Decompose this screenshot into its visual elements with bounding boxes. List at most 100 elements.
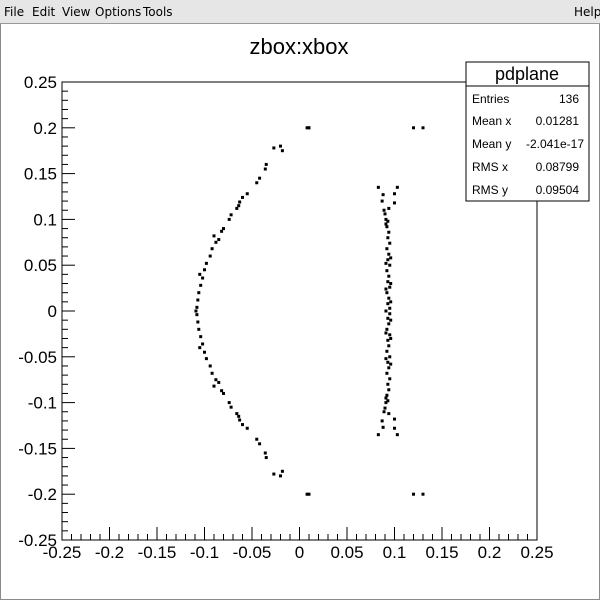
data-point bbox=[393, 201, 396, 205]
data-point bbox=[305, 126, 309, 130]
menu-file[interactable]: File bbox=[4, 5, 25, 19]
stats-value-rms-x: 0.08799 bbox=[536, 160, 580, 174]
axis-ticks: -0.25 -0.2 -0.15 -0.1 -0.05 0 0.05 0.1 0.15 0.2 0.… bbox=[18, 73, 553, 562]
data-point bbox=[388, 355, 392, 359]
data-point bbox=[388, 241, 392, 245]
y-tick-label: 0.25 bbox=[24, 73, 57, 92]
chart-title: zbox:xbox bbox=[249, 34, 348, 59]
data-point bbox=[389, 282, 393, 286]
data-point bbox=[384, 396, 388, 400]
data-point bbox=[212, 234, 216, 238]
data-point bbox=[245, 426, 249, 430]
data-point bbox=[395, 433, 399, 437]
stats-value-entries: 136 bbox=[559, 92, 579, 106]
data-point bbox=[412, 126, 415, 130]
data-point bbox=[235, 412, 239, 416]
data-point bbox=[388, 263, 392, 267]
data-point bbox=[386, 360, 390, 364]
data-point bbox=[280, 469, 284, 473]
data-point bbox=[384, 217, 388, 221]
stats-value-rms-y: 0.09504 bbox=[536, 183, 580, 197]
data-point bbox=[384, 401, 388, 405]
data-point bbox=[197, 327, 201, 331]
x-tick-label: 0 bbox=[295, 543, 304, 562]
data-point bbox=[384, 331, 388, 335]
data-point bbox=[201, 342, 205, 346]
menu-edit[interactable]: Edit bbox=[32, 5, 56, 19]
data-point bbox=[203, 350, 206, 354]
data-point bbox=[264, 456, 268, 460]
data-point bbox=[386, 236, 390, 240]
data-point bbox=[387, 322, 391, 326]
data-point bbox=[196, 320, 200, 324]
data-point bbox=[387, 296, 391, 300]
stats-box-title: pdplane bbox=[495, 64, 559, 84]
menu-tools[interactable]: Tools bbox=[143, 5, 173, 19]
y-tick-label: -0.1 bbox=[28, 394, 57, 413]
data-point bbox=[387, 252, 391, 256]
stats-label-mean-x: Mean x bbox=[472, 114, 511, 128]
data-point bbox=[204, 357, 208, 361]
y-tick-label: -0.2 bbox=[28, 485, 57, 504]
data-point bbox=[245, 192, 249, 196]
data-point bbox=[389, 256, 393, 260]
menu-view[interactable]: View bbox=[62, 5, 91, 19]
data-point bbox=[387, 206, 391, 210]
data-point bbox=[197, 291, 201, 295]
data-point bbox=[199, 283, 203, 287]
data-point bbox=[421, 126, 425, 130]
data-point bbox=[384, 309, 388, 313]
data-point bbox=[393, 192, 396, 196]
data-point bbox=[272, 146, 276, 150]
data-point bbox=[383, 212, 387, 216]
stats-value-mean-x: 0.01281 bbox=[536, 114, 580, 128]
data-point bbox=[198, 272, 202, 276]
y-tick-label: 0.1 bbox=[33, 210, 57, 229]
data-point bbox=[204, 261, 208, 265]
data-point bbox=[229, 213, 233, 217]
data-point bbox=[393, 426, 396, 430]
menu-options[interactable]: Options bbox=[95, 5, 142, 19]
data-point bbox=[395, 185, 399, 189]
data-point bbox=[217, 238, 221, 242]
stats-value-mean-y: -2.041e-17 bbox=[526, 137, 584, 151]
data-point bbox=[388, 312, 392, 316]
stats-label-entries: Entries bbox=[472, 92, 509, 106]
data-point bbox=[386, 302, 390, 306]
data-point bbox=[279, 144, 282, 148]
data-point bbox=[385, 269, 389, 273]
data-point bbox=[195, 305, 199, 309]
data-point bbox=[217, 380, 221, 384]
x-tick-label: -0.05 bbox=[233, 543, 272, 562]
x-tick-label: 0.1 bbox=[383, 543, 407, 562]
data-point bbox=[227, 217, 231, 221]
data-point bbox=[258, 442, 262, 446]
data-point bbox=[386, 382, 390, 386]
x-tick-label: 0.05 bbox=[330, 543, 363, 562]
data-point bbox=[376, 185, 380, 189]
data-point bbox=[386, 219, 390, 223]
x-tick-label: 0.2 bbox=[478, 543, 502, 562]
data-point bbox=[385, 349, 389, 353]
data-point bbox=[208, 254, 212, 258]
data-point bbox=[220, 229, 224, 233]
data-point bbox=[237, 204, 241, 208]
data-point bbox=[385, 247, 389, 251]
data-point bbox=[389, 336, 393, 340]
data-point bbox=[380, 199, 384, 203]
data-point bbox=[203, 268, 206, 272]
data-point bbox=[386, 399, 390, 403]
x-tick-label: -0.1 bbox=[190, 543, 219, 562]
data-point bbox=[387, 274, 391, 278]
menu-help[interactable]: Help bbox=[574, 5, 600, 19]
stats-box-frame bbox=[465, 61, 590, 202]
data-point bbox=[387, 230, 391, 234]
y-tick-label: -0.25 bbox=[18, 531, 57, 550]
data-point bbox=[229, 405, 233, 409]
y-tick-label: 0.2 bbox=[33, 119, 57, 138]
data-point bbox=[255, 437, 259, 441]
data-point bbox=[385, 371, 389, 375]
data-point bbox=[222, 227, 225, 231]
stats-box: pdplane Entries 136 Mean x 0.01281 Mean … bbox=[465, 61, 590, 202]
